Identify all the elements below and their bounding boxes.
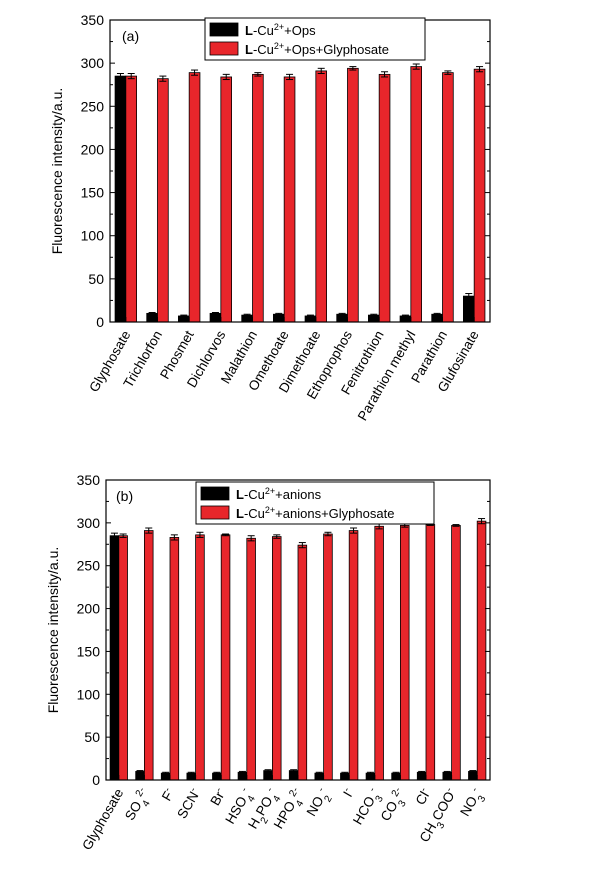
legend-swatch-2: [209, 41, 239, 56]
bar-s2-5: [246, 537, 256, 781]
bar-s2-0: [125, 75, 138, 323]
bar-s2-9: [410, 66, 422, 323]
panel-label: (b): [116, 488, 133, 504]
y-tick-label-50: 50: [88, 271, 104, 287]
bar-s2-4: [252, 73, 264, 323]
category-label-4: Br-: [206, 785, 229, 808]
category-label-14: NO3-: [456, 785, 490, 821]
category-label-1: SO42-: [121, 785, 157, 825]
chart-panel-a: 0 50 100 150 200 250 300 350 Fluorescence intens…: [49, 12, 491, 423]
legend-entry-1: L-Cu2++anions: [236, 486, 322, 502]
bar-s2-10: [374, 525, 384, 781]
bar-s1-11: [462, 295, 475, 323]
bar-s2-1: [143, 530, 154, 781]
bar-s2-2: [169, 537, 180, 781]
bar-s2-3: [220, 76, 233, 323]
category-label-0: Glyphosate: [79, 786, 126, 853]
bar-s2-9: [348, 530, 359, 781]
chart-panel-b: 0 50 100 150 200 250 300 350 Fluorescence intens…: [45, 472, 491, 853]
bar-s2-10: [442, 72, 454, 323]
bar-s2-5: [283, 76, 296, 323]
bar-s2-8: [378, 73, 391, 323]
bar-s2-3: [195, 534, 205, 781]
y-tick-label-200: 200: [81, 141, 105, 157]
bar-s2-1: [157, 78, 169, 323]
category-label-2: F-: [158, 785, 178, 803]
y-tick-label-300: 300: [81, 55, 105, 71]
legend-swatch-2: [200, 505, 230, 520]
category-label-10: HCO3-: [349, 785, 388, 830]
bar-s2-14: [476, 520, 487, 781]
bar-s2-7: [347, 67, 359, 323]
legend-swatch-1: [209, 22, 239, 37]
y-tick-label-200: 200: [77, 601, 101, 617]
bar-s2-4: [220, 534, 231, 781]
bar-s1-7: [288, 770, 299, 781]
y-axis-title: Fluorescence intensity/a.u.: [49, 88, 65, 255]
bar-s2-12: [425, 524, 436, 781]
bar-s2-13: [451, 525, 461, 781]
y-tick-label-100: 100: [77, 686, 101, 702]
legend-entry-2: L-Cu2++anions+Glyphosate: [236, 505, 394, 521]
y-tick-label-250: 250: [81, 98, 105, 114]
category-label-3: SCN-: [173, 785, 203, 821]
bar-s2-2: [188, 72, 201, 323]
y-tick-label-150: 150: [77, 643, 101, 659]
y-axis-title: Fluorescence intensity/a.u.: [45, 547, 61, 714]
legend-entry-1: L-Cu2++Ops: [245, 22, 316, 38]
y-tick-label-100: 100: [81, 228, 105, 244]
y-tick-label-350: 350: [81, 12, 105, 28]
y-tick-label-50: 50: [84, 729, 100, 745]
category-label-8: NO2-: [302, 785, 336, 821]
bar-s2-6: [315, 70, 327, 323]
y-tick-label-0: 0: [92, 772, 100, 788]
category-label-11: CO32-: [376, 785, 412, 826]
bar-s2-7: [297, 544, 308, 781]
bar-s2-11: [473, 68, 486, 323]
category-label-12: Cl-: [411, 785, 433, 807]
y-tick-label-150: 150: [81, 185, 105, 201]
y-tick-label-250: 250: [77, 558, 101, 574]
legend-swatch-1: [200, 486, 230, 501]
panel-label: (a): [122, 28, 139, 44]
bar-s2-11: [399, 525, 410, 781]
bar-s2-0: [118, 535, 128, 781]
bar-s1-0: [114, 75, 127, 323]
bar-s1-6: [263, 770, 273, 781]
bar-s2-6: [271, 536, 282, 781]
bar-s1-0: [109, 535, 120, 781]
y-tick-label-0: 0: [96, 314, 104, 330]
legend-box: [195, 481, 435, 525]
y-tick-label-300: 300: [77, 515, 101, 531]
legend-box: [204, 17, 426, 61]
legend-entry-2: L-Cu2++Ops+Glyphosate: [245, 41, 389, 57]
bar-s2-8: [323, 533, 333, 781]
category-label-9: I-: [339, 785, 357, 799]
y-tick-label-350: 350: [77, 472, 101, 488]
